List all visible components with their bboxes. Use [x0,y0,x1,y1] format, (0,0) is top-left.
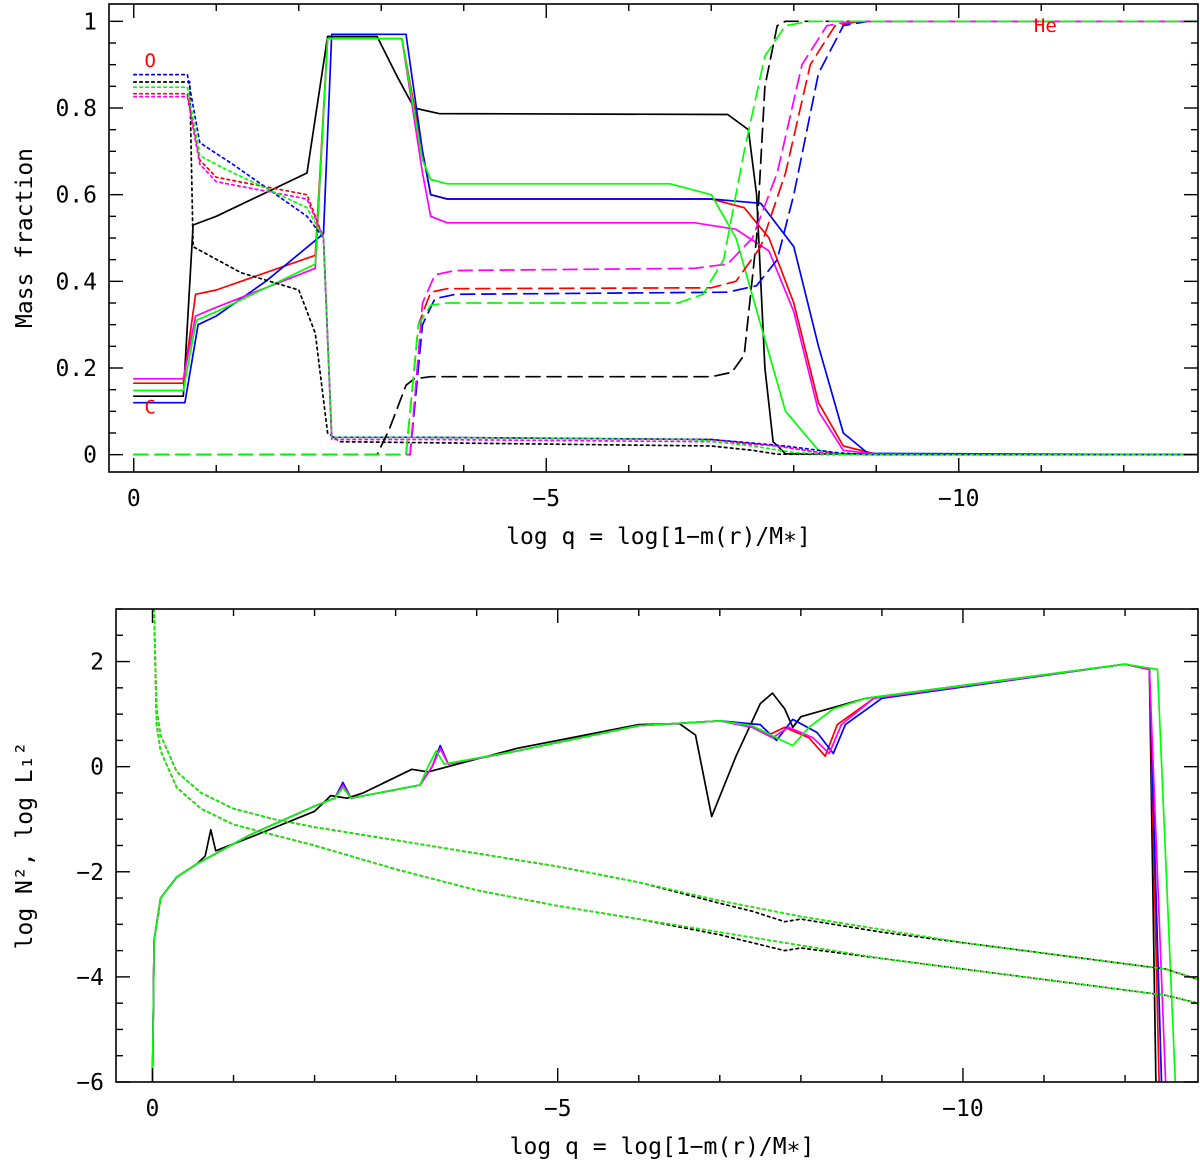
top-series-10 [132,20,1198,456]
top-series-3 [132,37,1198,456]
top-x-tick-label: −5 [532,486,560,512]
bottom-series-10 [153,609,1198,1005]
top-series-7 [132,73,1198,456]
bottom-series-8 [153,609,1198,1005]
top-x-tick-label: −10 [938,486,980,512]
bottom-y-tick-label: −6 [76,1070,104,1096]
top-annotation-0: O [145,50,156,72]
bottom-series-2 [151,663,1163,1082]
bottom-series-5 [153,609,1198,981]
top-panel-mass-fraction: 0 −5 −10 0 0.2 0.4 0.6 0.8 1 log q = log[1−m(r)/M… [12,3,1199,550]
bottom-y-axis-label: log N², log L₁² [12,742,38,950]
bottom-series-0 [151,663,1157,1082]
bottom-panel-brunt-lamb: 0 −5 −10 −6 −4 −2 0 2 log q = log[1−m(r)/M∗] log … [12,608,1199,1160]
bottom-series-7 [153,609,1198,981]
bottom-series-4 [151,663,1177,1082]
bottom-series-3 [151,663,1167,1082]
top-series-12 [132,20,1198,456]
top-annotation-2: He [1034,15,1057,37]
bottom-series-6 [153,609,1198,1005]
bottom-x-tick-label: −10 [942,1096,984,1122]
top-series-2 [132,33,1198,456]
bottom-series-9 [153,609,1198,981]
top-y-axis-label: Mass fraction [12,148,38,328]
bottom-y-tick-label: −2 [76,860,104,886]
top-series-4 [132,37,1198,456]
top-series-5 [132,81,1198,456]
bottom-plot-frame [115,608,1199,1083]
top-series-group [132,20,1198,456]
top-x-tick-label: 0 [127,486,141,512]
top-series-0 [132,35,1198,456]
bottom-y-tick-label: 2 [90,650,104,676]
top-x-axis-label: log q = log[1−m(r)/M∗] [506,524,811,550]
bottom-series-1 [151,663,1160,1082]
top-series-13 [132,20,1198,456]
top-y-tick-label: 0 [83,443,97,469]
bottom-x-tick-label: 0 [146,1096,160,1122]
bottom-y-tick-label: 0 [90,755,104,781]
top-series-9 [132,86,1198,456]
top-series-11 [132,20,1198,456]
top-y-tick-label: 1 [83,9,97,35]
top-y-tick-label: 0.8 [55,96,97,122]
bottom-series-group [151,609,1198,1082]
bottom-x-tick-label: −5 [544,1096,572,1122]
top-annotation-1: C [145,397,156,419]
top-plot-frame [108,3,1199,473]
top-y-tick-label: 0.2 [55,356,97,382]
top-series-14 [132,20,1198,456]
bottom-y-tick-label: −4 [76,965,104,991]
top-y-tick-label: 0.6 [55,183,97,209]
top-series-8 [132,95,1198,456]
top-y-tick-label: 0.4 [55,269,97,295]
top-series-1 [132,37,1198,456]
bottom-x-axis-label: log q = log[1−m(r)/M∗] [510,1134,815,1160]
